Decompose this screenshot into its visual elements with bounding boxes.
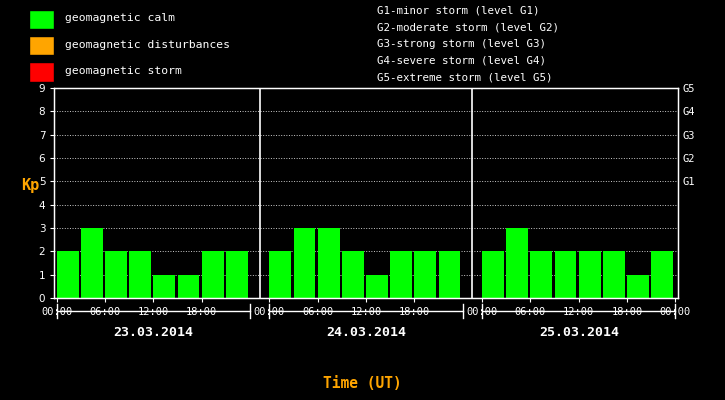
Y-axis label: Kp: Kp [21,178,40,193]
Text: G1-minor storm (level G1): G1-minor storm (level G1) [377,6,539,16]
Bar [506,228,528,298]
Text: G4-severe storm (level G4): G4-severe storm (level G4) [377,56,546,66]
Text: Time (UT): Time (UT) [323,376,402,392]
Bar [651,251,673,298]
Bar [154,275,175,298]
FancyBboxPatch shape [29,62,54,82]
Bar [226,251,248,298]
Text: 25.03.2014: 25.03.2014 [539,326,619,339]
Text: geomagnetic disturbances: geomagnetic disturbances [65,40,231,50]
Text: G2-moderate storm (level G2): G2-moderate storm (level G2) [377,22,559,32]
Text: 24.03.2014: 24.03.2014 [326,326,406,339]
Text: 23.03.2014: 23.03.2014 [113,326,194,339]
Text: geomagnetic calm: geomagnetic calm [65,14,175,24]
Bar [482,251,504,298]
Bar [579,251,600,298]
Bar [531,251,552,298]
Bar [415,251,436,298]
Text: G3-strong storm (level G3): G3-strong storm (level G3) [377,39,546,49]
Bar [129,251,151,298]
Bar [178,275,199,298]
Bar [202,251,223,298]
Bar [390,251,412,298]
Bar [439,251,460,298]
Bar [627,275,649,298]
Bar [555,251,576,298]
Bar [318,228,339,298]
Bar [366,275,388,298]
Text: geomagnetic storm: geomagnetic storm [65,66,182,76]
Bar [81,228,103,298]
Bar [603,251,625,298]
Bar [270,251,291,298]
FancyBboxPatch shape [29,36,54,56]
Bar [105,251,127,298]
Bar [294,228,315,298]
Text: G5-extreme storm (level G5): G5-extreme storm (level G5) [377,72,552,82]
FancyBboxPatch shape [29,10,54,29]
Bar [57,251,78,298]
Bar [342,251,364,298]
